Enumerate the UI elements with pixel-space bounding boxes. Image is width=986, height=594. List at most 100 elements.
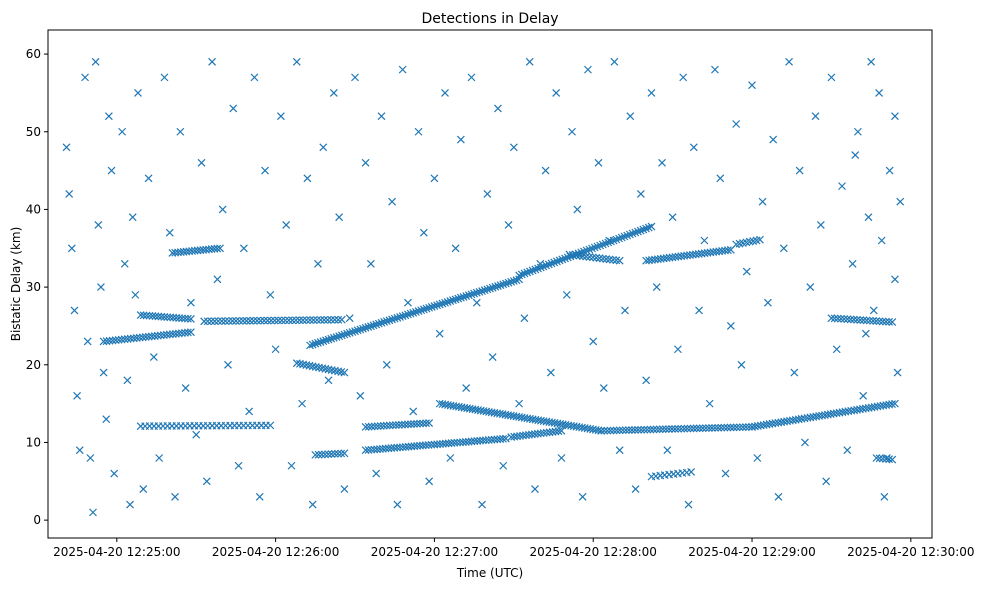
track-point [320, 316, 329, 324]
track-point [875, 454, 884, 463]
noise-point [472, 298, 481, 307]
track-point [334, 449, 342, 458]
track-point [572, 251, 581, 260]
track-point [313, 316, 322, 324]
noise-point [266, 290, 275, 299]
track-point [239, 316, 247, 325]
track-point [427, 302, 436, 311]
track-point [345, 328, 354, 337]
track-point [846, 315, 855, 324]
noise-point [885, 166, 894, 175]
noise-point [351, 73, 359, 82]
track-point [270, 316, 279, 325]
track-point [318, 364, 327, 373]
track-point [417, 306, 426, 315]
track-point [615, 256, 624, 265]
noise-point [488, 353, 497, 361]
track-point [637, 425, 646, 434]
noise-point [536, 259, 545, 268]
track-point [557, 426, 566, 435]
noise-point [636, 189, 645, 198]
x-axis-label: Time (UTC) [456, 566, 523, 580]
track-point [680, 424, 689, 433]
track-point [470, 289, 479, 298]
track-point [277, 316, 286, 325]
track-point [717, 423, 726, 432]
track-point [340, 449, 349, 458]
noise-point [748, 81, 756, 90]
noise-point [197, 158, 206, 167]
track-point [504, 278, 513, 287]
noise-point [589, 337, 598, 346]
track-point [425, 303, 434, 312]
noise-point [250, 73, 259, 82]
noise-point [737, 360, 746, 369]
track-point [636, 226, 645, 235]
noise-point [642, 376, 651, 385]
noise-point [377, 112, 386, 121]
track-point [878, 317, 887, 326]
noise-point [838, 182, 846, 191]
track-point [459, 292, 468, 301]
track-point [315, 363, 323, 372]
track-point [382, 317, 391, 326]
noise-point [393, 500, 402, 509]
track-point [642, 224, 650, 233]
track-point [604, 238, 613, 247]
noise-point [104, 112, 113, 121]
noise-point [303, 174, 312, 183]
noise-point [557, 454, 566, 462]
noise-point [795, 166, 804, 175]
track-point [615, 234, 623, 243]
track-point [585, 253, 594, 261]
track-point [323, 315, 332, 324]
track-point [305, 361, 314, 370]
track-point [422, 304, 431, 313]
track-point [186, 328, 195, 337]
noise-point [292, 57, 301, 66]
track-point [407, 420, 415, 429]
track-point [330, 366, 339, 375]
noise-point [118, 127, 127, 136]
noise-point [753, 454, 762, 462]
track-point [335, 332, 344, 341]
track-point [416, 419, 424, 428]
noise-point [282, 221, 291, 229]
track-point [391, 421, 400, 429]
track-point [186, 315, 195, 323]
noise-point [774, 492, 783, 501]
track-point [596, 241, 605, 250]
track-point [830, 314, 839, 323]
noise-point [880, 492, 889, 501]
track-point [406, 309, 415, 318]
track-point [585, 245, 594, 254]
noise-point [287, 461, 296, 470]
track-point [317, 450, 326, 459]
track-point [862, 316, 871, 325]
noise-point [86, 454, 95, 462]
track-point [732, 423, 741, 432]
track-point [735, 423, 744, 432]
track-point [644, 223, 653, 232]
noise-point [758, 197, 767, 206]
noise-point [769, 135, 778, 144]
track-point [621, 426, 630, 435]
noise-point [324, 376, 333, 385]
track-point [875, 317, 884, 326]
noise-point [181, 384, 190, 393]
track-point [214, 317, 223, 326]
track-point [612, 235, 621, 244]
track-point [674, 424, 683, 433]
noise-point [562, 290, 571, 299]
noise-point [578, 492, 587, 501]
track-point [647, 222, 656, 231]
noise-point [107, 166, 116, 175]
noise-point [509, 143, 518, 152]
track-point [324, 365, 333, 374]
track-point [687, 468, 696, 476]
noise-point [893, 368, 902, 377]
track-point [330, 315, 339, 324]
noise-point [705, 399, 714, 408]
noise-point [732, 120, 741, 128]
noise-point [419, 228, 428, 237]
